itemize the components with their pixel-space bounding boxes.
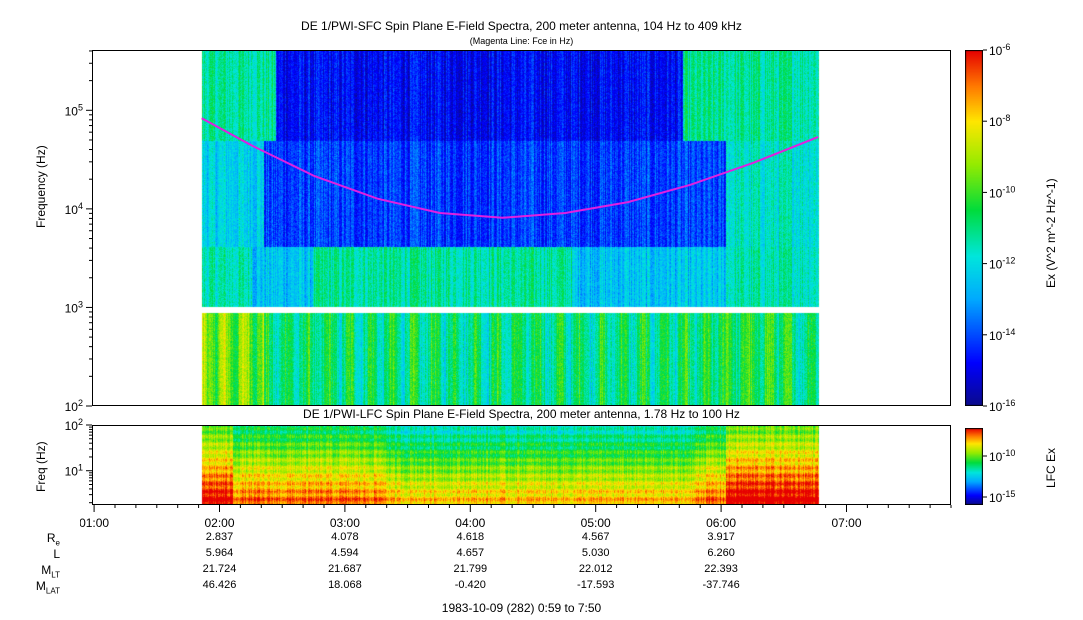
ephemeris-row-label: Re: [0, 531, 60, 547]
ephemeris-value: 4.078: [331, 531, 359, 543]
lfc-spectrogram: [93, 426, 950, 504]
ephemeris-value: 46.426: [202, 579, 237, 591]
lfc-y-tick-label: 102: [65, 417, 83, 433]
ephemeris-table: Re 2.837 4.078 4.618 4.567 3.917 L 5.964 4.594 4.…: [0, 531, 1083, 601]
sfc-title: DE 1/PWI-SFC Spin Plane E-Field Spectra,…: [301, 19, 742, 33]
ephemeris-value: 6.260: [707, 547, 735, 559]
ephemeris-row-label-sub: LAT: [45, 586, 60, 596]
sfc-cbar-tick-label: 10-6: [989, 42, 1010, 58]
ephemeris-row-label-sub: LT: [51, 570, 60, 580]
sfc-y-tick-label: 102: [65, 398, 83, 414]
lfc-cbar-tick-label: 10-10: [989, 448, 1015, 464]
ephemeris-value: 4.594: [331, 547, 359, 559]
ephemeris-value: -0.420: [454, 579, 486, 591]
ephemeris-value: 21.687: [328, 563, 362, 575]
ephemeris-row-label-main: R: [46, 531, 56, 545]
ephemeris-value: 5.030: [581, 547, 610, 559]
sfc-subtitle: (Magenta Line: Fce in Hz): [469, 36, 574, 46]
lfc-cbar-tick-label: 10-15: [989, 489, 1015, 505]
time-axis: 01:00 02:00 03:00 04:00 05:00 06:00 07:00: [80, 505, 952, 530]
lfc-y-axis: 101 102: [65, 417, 92, 504]
lfc-y-tick-label: 101: [65, 463, 83, 479]
sfc-cbar-tick-label: 10-12: [989, 256, 1015, 272]
sfc-spectrogram: [93, 51, 950, 405]
ephemeris-value: 2.837: [205, 531, 234, 543]
sfc-y-tick-label: 103: [65, 299, 83, 315]
sfc-y-axis: 102 103 104 105: [65, 50, 92, 414]
sfc-spectrogram-panel: [92, 50, 951, 406]
ephemeris-row-label: MLT: [0, 563, 60, 579]
sfc-y-tick-label: 105: [65, 102, 83, 118]
time-tick-label: 07:00: [831, 516, 861, 530]
ephemeris-value: 22.393: [704, 563, 738, 575]
sfc-y-tick-label: 104: [65, 201, 83, 217]
lfc-y-axis-label: Freq (Hz): [34, 441, 48, 492]
ephemeris-row-label: MLAT: [0, 579, 60, 595]
time-tick-label: 03:00: [330, 516, 360, 530]
sfc-colorbar-label: Ex (V^2 m^-2 Hz^-1): [1044, 178, 1058, 288]
sfc-y-axis-label: Frequency (Hz): [34, 145, 48, 228]
time-tick-label: 04:00: [455, 516, 485, 530]
sfc-cbar-tick-label: 10-14: [989, 327, 1015, 343]
time-tick-label: 05:00: [581, 516, 611, 530]
ephemeris-value: 5.964: [205, 547, 234, 559]
date-range: 1983-10-09 (282) 0:59 to 7:50: [441, 601, 602, 615]
ephemeris-value: 4.567: [581, 531, 610, 543]
ephemeris-value: 18.068: [328, 579, 362, 591]
ephemeris-value: 21.799: [453, 563, 488, 575]
ephemeris-value: -17.593: [577, 579, 615, 591]
ephemeris-row-label-sub: e: [55, 538, 60, 548]
sfc-cbar-tick-label: 10-8: [989, 113, 1010, 129]
sfc-cbar-tick-label: 10-10: [989, 184, 1015, 200]
sfc-cbar-tick-label: 10-16: [989, 398, 1015, 414]
lfc-spectrogram-panel: [92, 425, 951, 505]
ephemeris-value: -37.746: [702, 579, 740, 591]
ephemeris-value: 4.618: [456, 531, 485, 543]
ephemeris-row-label-main: L: [53, 547, 60, 561]
lfc-colorbar-label: LFC Ex: [1044, 447, 1058, 488]
ephemeris-row-label-main: M: [41, 563, 52, 577]
sfc-colorbar: [965, 50, 983, 406]
ephemeris-value: 4.657: [456, 547, 485, 559]
ephemeris-value: 21.724: [202, 563, 237, 575]
ephemeris-row-label: L: [0, 547, 60, 561]
ephemeris-row-label-main: M: [35, 579, 46, 593]
fce-line: [201, 117, 819, 219]
ephemeris-value: 22.012: [578, 563, 613, 575]
lfc-colorbar-axis: 10-10 10-15: [983, 448, 1015, 505]
ephemeris-value: 3.917: [707, 531, 735, 543]
sfc-colorbar-axis: 10-16 10-14 10-12 10-10 10-8 10-6: [983, 42, 1015, 414]
lfc-colorbar: [965, 428, 983, 505]
time-tick-label: 06:00: [706, 516, 736, 530]
lfc-title: DE 1/PWI-LFC Spin Plane E-Field Spectra,…: [303, 407, 740, 421]
fce-line-layer: [201, 117, 819, 219]
time-tick-label: 01:00: [80, 516, 109, 530]
time-tick-label: 02:00: [204, 516, 234, 530]
